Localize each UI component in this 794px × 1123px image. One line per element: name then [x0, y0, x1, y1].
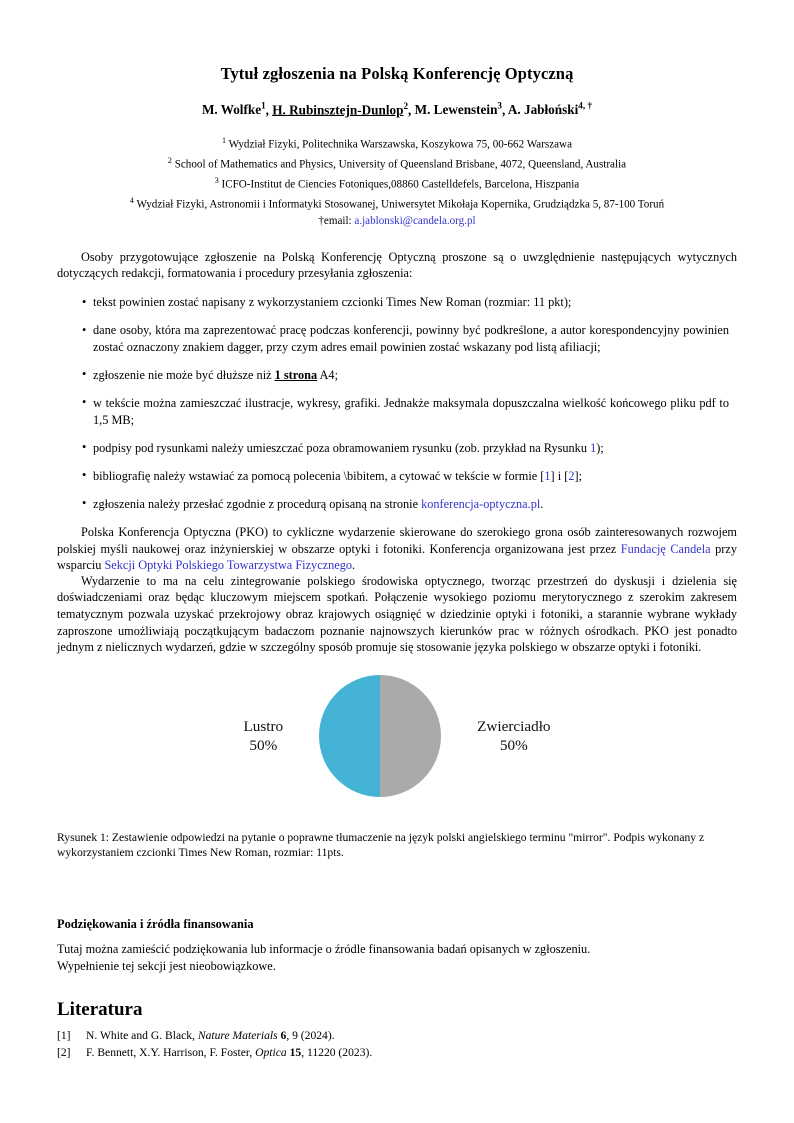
guideline-item-2: dane osoby, która ma zaprezentować pracę…: [57, 322, 737, 355]
pie-slice-name-zwierciadlo: Zwierciadło: [477, 717, 551, 735]
author-sep-3: ,: [502, 102, 508, 118]
guideline-item-5: podpisy pod rysunkami należy umieszczać …: [57, 439, 737, 457]
affiliation-1: 1 Wydział Fizyki, Politechnika Warszawsk…: [222, 136, 572, 152]
affiliation-list: 1 Wydział Fizyki, Politechnika Warszawsk…: [57, 133, 737, 229]
body-paragraph-2: Wydarzenie to ma na celu zintegrowanie p…: [57, 573, 737, 655]
reference-journal-2: Optica: [255, 1045, 287, 1059]
affiliation-1-marker: 1: [222, 136, 226, 146]
acknowledgements-heading: Podziękowania i źródła finansowania: [57, 916, 254, 931]
figure-1: Lustro 50% Zwierciadło 50%: [57, 670, 737, 820]
acknowledgements-line-1: Tutaj można zamieścić podziękowania lub …: [57, 941, 591, 956]
reference-volume-2: 15: [289, 1045, 302, 1059]
figure-cross-reference-link[interactable]: 1: [590, 440, 597, 455]
affiliation-4-marker: 4: [129, 196, 134, 206]
reference-item-1: [1] N. White and G. Black, Nature Materia…: [57, 1028, 737, 1044]
guideline-item-7: zgłoszenia należy przesłać zgodnie z pro…: [57, 495, 737, 513]
author-1: M. Wolfke1: [201, 101, 266, 118]
acknowledgements-line-2: Wypełnienie tej sekcji jest nieobowiązko…: [57, 958, 276, 973]
pie-graphic: [319, 674, 442, 797]
email-link[interactable]: a.jablonski@candela.org.pl: [354, 215, 476, 228]
affiliation-3: 3 ICFO-Institut de Ciencies Fotoniques,0…: [214, 176, 580, 192]
affiliation-2: 2 School of Mathematics and Physics, Uni…: [167, 156, 627, 172]
reference-number-2: [2]: [57, 1045, 71, 1059]
reference-item-2: [2] F. Bennett, X.Y. Harrison, F. Foster,…: [57, 1045, 737, 1061]
guideline-item-4: w tekście można zamieszczać ilustracje, …: [57, 394, 737, 428]
pie-slice-value-lustro: 50%: [249, 736, 278, 754]
citation-link-1[interactable]: 1: [544, 468, 551, 483]
author-1-affil-marker: 1: [261, 101, 266, 111]
author-sep-1: ,: [265, 102, 273, 118]
conference-website-link[interactable]: konferencja-optyczna.pl: [421, 496, 541, 511]
author-4: A. Jabłoński4, †: [507, 101, 593, 118]
body-paragraph-1: Polska Konferencja Optyczna (PKO) to cyk…: [57, 524, 737, 573]
guideline-item-1: tekst powinien zostać napisany z wykorzy…: [57, 294, 737, 311]
pie-slice-name-lustro: Lustro: [243, 717, 284, 735]
author-sep-2: ,: [408, 102, 415, 118]
author-2: H. Rubinsztejn-Dunlop: [272, 102, 404, 118]
author-3: M. Lewenstein3: [414, 101, 502, 118]
figure-caption-label: Rysunek 1:: [57, 830, 110, 844]
guidelines-list: tekst powinien zostać napisany z wykorzy…: [57, 294, 737, 512]
pie-chart: Lustro 50% Zwierciadło 50%: [57, 670, 737, 802]
reference-journal-1: Nature Materials: [197, 1029, 278, 1043]
guideline-item-3: zgłoszenie nie może być dłuższe niż 1 st…: [57, 366, 737, 384]
references-heading: Literatura: [57, 999, 143, 1021]
reference-number-1: [1]: [57, 1029, 71, 1043]
figure-caption: Rysunek 1: Zestawienie odpowiedzi na pyt…: [57, 830, 737, 861]
intro-paragraph: Osoby przygotowujące zgłoszenie na Polsk…: [57, 249, 737, 281]
author-2-affil-marker: 2: [403, 101, 409, 111]
foundation-link[interactable]: Fundację Candela: [620, 541, 711, 556]
pie-slice-label-zwierciadlo: Zwierciadło 50%: [477, 717, 550, 755]
guideline-item-6: bibliografię należy wstawiać za pomocą p…: [57, 467, 737, 485]
author-3-affil-marker: 3: [497, 101, 502, 111]
pie-slice-label-lustro: Lustro 50%: [243, 717, 283, 755]
pie-slice-value-zwierciadlo: 50%: [499, 736, 528, 754]
optics-section-link[interactable]: Sekcji Optyki Polskiego Towarzystwa Fizy…: [104, 558, 353, 573]
affiliation-4: 4 Wydział Fizyki, Astronomii i Informaty…: [129, 196, 665, 212]
page-title: Tytuł zgłoszenia na Polską Konferencję O…: [220, 64, 574, 83]
affiliation-3-marker: 3: [214, 176, 219, 186]
reference-volume-1: 6: [280, 1029, 287, 1043]
acknowledgements-body: Tutaj można zamieścić podziękowania lub …: [57, 941, 737, 975]
page-limit-emphasis: 1 strona: [274, 367, 318, 382]
references-list: [1] N. White and G. Black, Nature Materia…: [57, 1028, 737, 1060]
corresponding-email-line: †email: a.jablonski@candela.org.pl: [318, 215, 476, 228]
affiliation-2-marker: 2: [167, 156, 172, 166]
figure-caption-text: Zestawienie odpowiedzi na pytanie o popr…: [57, 830, 705, 860]
author-4-affil-marker: 4, †: [578, 101, 593, 111]
author-list: M. Wolfke1, H. Rubinsztejn-Dunlop2, M. L…: [57, 101, 737, 118]
citation-link-2[interactable]: 2: [568, 468, 575, 483]
